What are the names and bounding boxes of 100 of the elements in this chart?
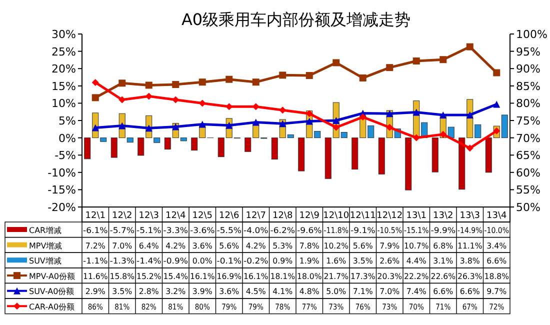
point (198, 78, 206, 86)
x-tick-label: 12\7 (246, 211, 266, 221)
data-label: 26.3% (458, 272, 483, 281)
data-label: -14.9% (458, 226, 486, 235)
y-tick-label: -20% (48, 201, 76, 214)
point (440, 111, 447, 118)
data-label: -9.9% (430, 226, 456, 235)
data-label: 2.6% (380, 256, 400, 266)
point (118, 122, 126, 130)
data-label: 22.6% (430, 272, 456, 281)
point (332, 117, 340, 124)
data-label: 7.0% (380, 287, 400, 296)
point (306, 110, 313, 118)
data-label: -0.2% (244, 256, 269, 266)
data-label: 73% (382, 302, 400, 312)
y2-tick-label: 65% (516, 149, 540, 162)
point (466, 43, 474, 50)
point (306, 118, 313, 125)
x-tick-label: 12\5 (192, 211, 212, 221)
x-tick-label: 12\12 (376, 211, 403, 221)
data-label: -10.5% (377, 226, 406, 235)
data-label: 0.9% (272, 256, 294, 266)
data-label: 71% (436, 302, 454, 312)
y2-tick-label: 50% (516, 201, 540, 214)
data-label: 4.5% (246, 287, 266, 296)
data-label: 16.1% (190, 272, 216, 281)
data-label: 16.9% (216, 272, 242, 281)
data-label: 4.2% (166, 241, 186, 250)
data-label: 7.9% (380, 241, 400, 250)
point (306, 72, 313, 80)
data-label: 6.6% (486, 256, 508, 266)
point (412, 134, 420, 142)
point (226, 122, 233, 129)
point (386, 124, 394, 131)
data-label: -1.3% (110, 256, 135, 266)
x-tick-label: 12\9 (299, 211, 320, 221)
legend-label: MPV增减 (29, 241, 62, 250)
data-label: 7.2% (85, 241, 106, 250)
bar (405, 138, 412, 190)
data-label: 7.8% (299, 241, 320, 250)
point (440, 130, 447, 138)
point (145, 92, 152, 100)
point (252, 78, 260, 86)
data-label: 2.9% (85, 287, 106, 296)
x-tick-label: 13\2 (433, 211, 454, 221)
data-label: 10.2% (324, 241, 350, 250)
legend-label: SUV增减 (29, 256, 62, 266)
data-label: 70% (408, 302, 427, 312)
data-label: -9.1% (350, 226, 376, 235)
point (359, 74, 366, 82)
y-tick-label: 10% (52, 97, 76, 110)
data-label: -6.1% (83, 226, 108, 235)
data-label: 81% (168, 302, 186, 312)
x-tick-label: 12\4 (166, 211, 186, 221)
data-label: -9.6% (297, 226, 322, 235)
point (493, 100, 500, 108)
y-tick-label: -5% (54, 149, 76, 162)
data-label: 6.4% (138, 241, 160, 250)
y-tick-label: 30% (52, 28, 76, 41)
legend-label: SUV-A0份额 (29, 287, 74, 296)
data-label: 80% (194, 302, 213, 312)
data-label: 3.2% (166, 287, 186, 296)
data-label: 3.5% (112, 287, 133, 296)
data-label: 4.1% (272, 287, 294, 296)
point (252, 118, 260, 126)
y-tick-label: -10% (48, 166, 76, 180)
point (198, 120, 206, 128)
point (198, 100, 206, 107)
data-label: -3.3% (163, 226, 188, 235)
data-label: -10.0% (484, 226, 513, 235)
data-label: 22.2% (404, 272, 430, 281)
y2-tick-label: 70% (516, 132, 540, 145)
x-tick-label: 13\3 (460, 211, 480, 221)
data-label: -5.7% (110, 226, 135, 235)
y2-tick-label: 75% (516, 114, 540, 128)
x-tick-label: 12\6 (219, 211, 240, 221)
point (252, 103, 260, 110)
y-tick-label: 20% (52, 62, 76, 76)
point (412, 57, 420, 64)
y-tick-label: -15% (48, 184, 76, 197)
data-label: 3.1% (433, 256, 454, 266)
y2-tick-label: 95% (516, 45, 540, 58)
point (172, 96, 180, 104)
data-label: 82% (141, 302, 160, 312)
y2-tick-label: 85% (516, 80, 540, 93)
data-label: 4.2% (246, 241, 266, 250)
data-label: 2.8% (138, 287, 160, 296)
data-label: 1.9% (299, 256, 320, 266)
y2-tick-label: 55% (516, 184, 540, 197)
y-tick-label: 15% (52, 80, 76, 93)
y-tick-label: 25% (52, 45, 76, 58)
data-label: 20.3% (377, 272, 403, 281)
data-label: 7.1% (352, 287, 374, 296)
data-label: -1.4% (136, 256, 162, 266)
data-label: 3.6% (192, 241, 213, 250)
y-tick-label: 0% (58, 132, 76, 145)
data-label: 67% (462, 302, 480, 312)
data-label: 5.0% (326, 287, 347, 296)
point (386, 64, 394, 72)
data-label: 10.7% (404, 241, 430, 250)
